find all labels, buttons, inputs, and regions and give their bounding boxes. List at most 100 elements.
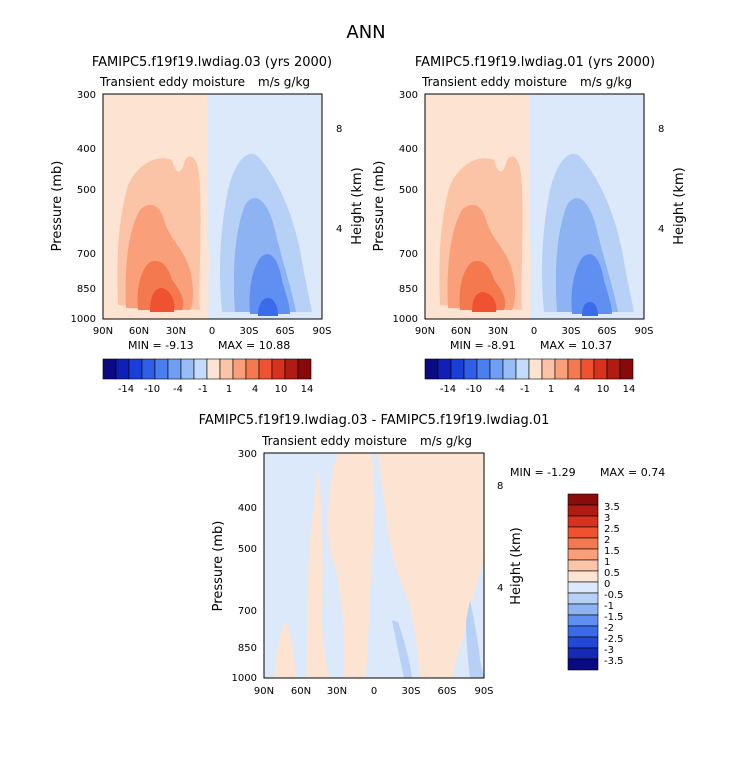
panel-2-colorbar-swatch (424, 358, 439, 380)
panel-2-colorbar-labels: -14 -10 -4 -1 1 4 10 14 (440, 384, 636, 395)
panel-1-colorbar-label: 10 (275, 384, 288, 395)
panel-3-field (264, 453, 484, 678)
panel-3-colorbar-labels: 3.5 3 2.5 2 1.5 1 0.5 0 -0.5 -1 -1.5 -2 … (604, 502, 624, 667)
panel-3-y-tick-label: 500 (238, 544, 257, 555)
panel-3-x-tick-label: 60N (291, 686, 311, 697)
panel-1-subtitle-left: Transient eddy moisture (99, 75, 245, 89)
panel-2-contour-neg-3 (571, 254, 612, 314)
panel-3-colorbar-swatch (567, 658, 599, 671)
panel-3-colorbar-swatch (567, 526, 599, 539)
panel-3-y-tick-label: 700 (238, 606, 257, 617)
figure-title: ANN (346, 22, 385, 43)
panel-1-colorbar-swatch (206, 358, 221, 380)
panel-3-plot-frame (263, 452, 485, 679)
panel-3-colorbar-swatch (567, 504, 599, 517)
panel-2-field (425, 94, 644, 319)
panel-2-y-tick-label: 1000 (393, 314, 418, 325)
panel-3-x-tick-label: 30S (401, 686, 420, 697)
panel-2-subtitle-left: Transient eddy moisture (421, 75, 567, 89)
panel-2-colorbar-swatch (489, 358, 504, 380)
panel-1-colorbar-label: 4 (252, 384, 258, 395)
panel-2-colorbar-label: 1 (548, 384, 554, 395)
panel-3-colorbar-swatch (567, 570, 599, 583)
panel-2-colorbar-label: -4 (495, 384, 505, 395)
panel-1-x-tick-label: 30S (239, 326, 258, 337)
panel-1-colorbar-swatch (167, 358, 182, 380)
panel-1-field (103, 94, 322, 319)
panel-3-y-tick-label: 1000 (232, 673, 257, 684)
panel-2-ylabel-right: Height (km) (672, 167, 687, 244)
panel-1-contour-pos-4 (150, 288, 175, 312)
panel-3-pos-region-3 (328, 453, 375, 678)
panel-3-max-label: MAX = 0.74 (600, 466, 665, 479)
panel-1-x-tick-label: 0 (209, 326, 215, 337)
panel-2-x-tick-label: 60N (451, 326, 471, 337)
panel-2-x-tick-label: 30S (561, 326, 580, 337)
panel-2-contour-neg-4 (582, 302, 598, 316)
panel-1-ylabel-right: Height (km) (350, 167, 365, 244)
panel-2-x-tick-label: 60S (597, 326, 616, 337)
panel-3-colorbar-label: -3.5 (604, 656, 624, 667)
panel-1-colorbar-swatch (271, 358, 286, 380)
panel-2-colorbar-label: -14 (440, 384, 456, 395)
panel-2-plot-frame (424, 93, 645, 320)
panel-1-colorbar-swatch (102, 358, 117, 380)
panel-2-y-tick-label: 400 (399, 144, 418, 155)
panel-2-colorbar-swatch (606, 358, 621, 380)
panel-2-colorbar-label: -1 (520, 384, 530, 395)
panel-1-colorbar-swatch (154, 358, 169, 380)
panel-3-y-tick-label: 850 (238, 643, 257, 654)
panel-3-x-tick-label: 30N (327, 686, 347, 697)
panel-3-neg-region-east (466, 600, 484, 678)
panel-2-colorbar-label: 14 (623, 384, 636, 395)
panel-2-subtitle-right: m/s g/kg (580, 75, 632, 89)
panel-2-colorbar-swatch (502, 358, 517, 380)
panel-2-y-tick-label: 850 (399, 284, 418, 295)
panel-3-colorbar-swatch (567, 592, 599, 605)
panel-2-y-tick-label: 300 (399, 90, 418, 101)
panel-2: FAMIPC5.f19f19.lwdiag.01 (yrs 2000) Tran… (372, 55, 687, 395)
panel-1-colorbar-swatch (297, 358, 312, 380)
panel-1-height-tick-label: 8 (336, 124, 342, 135)
panel-3-colorbar-swatch (567, 636, 599, 649)
panel-1-y-tick-label: 700 (77, 249, 96, 260)
panel-1-colorbar-swatch (141, 358, 156, 380)
panel-1-colorbar-label: -4 (173, 384, 183, 395)
panel-3-x-tick-label: 90N (254, 686, 274, 697)
panel-1: FAMIPC5.f19f19.lwdiag.03 (yrs 2000) Tran… (50, 55, 365, 395)
panel-1-colorbar-swatch (232, 358, 247, 380)
panel-1-colorbar (102, 358, 312, 380)
panel-3-min-label: MIN = -1.29 (510, 466, 576, 479)
panel-3-colorbar-swatch (567, 548, 599, 561)
panel-3-ylabel-right: Height (km) (509, 527, 524, 604)
panel-2-x-tick-label: 30N (488, 326, 508, 337)
panel-3-colorbar-label: 3.5 (604, 502, 620, 513)
panel-3-neg-region (392, 620, 412, 678)
panel-3-colorbar-swatch (567, 603, 599, 616)
panel-3-subtitle-left: Transient eddy moisture (261, 434, 407, 448)
panel-2-colorbar-swatch (437, 358, 452, 380)
panel-3-y-tick-label: 400 (238, 503, 257, 514)
panel-2-colorbar-swatch (541, 358, 556, 380)
panel-2-x-ticks: 90N 60N 30N 0 30S 60S 90S (415, 326, 654, 337)
panel-2-colorbar-swatch (580, 358, 595, 380)
panel-3-colorbar-swatch (567, 537, 599, 550)
panel-3-colorbar (567, 493, 599, 671)
panel-1-y-ticks: 300 400 500 700 850 1000 (71, 90, 96, 325)
panel-1-ylabel: Pressure (mb) (50, 161, 65, 252)
panel-3: FAMIPC5.f19f19.lwdiag.03 - FAMIPC5.f19f1… (199, 413, 666, 697)
panel-1-colorbar-swatch (193, 358, 208, 380)
panel-3-colorbar-swatch (567, 559, 599, 572)
panel-3-colorbar-label: -1 (604, 601, 614, 612)
panel-3-colorbar-swatch (567, 625, 599, 638)
panel-3-colorbar-label: -1.5 (604, 612, 624, 623)
panel-1-y-tick-label: 500 (77, 185, 96, 196)
panel-1-contour-neg-4 (258, 298, 278, 316)
panel-3-colorbar-label: 0 (604, 579, 610, 590)
panel-3-height-tick-label: 8 (497, 481, 503, 492)
panel-3-pos-region-2 (306, 470, 330, 678)
panel-1-y-tick-label: 850 (77, 284, 96, 295)
panel-3-ylabel: Pressure (mb) (211, 521, 226, 612)
panel-1-colorbar-labels: -14 -10 -4 -1 1 4 10 14 (118, 384, 314, 395)
